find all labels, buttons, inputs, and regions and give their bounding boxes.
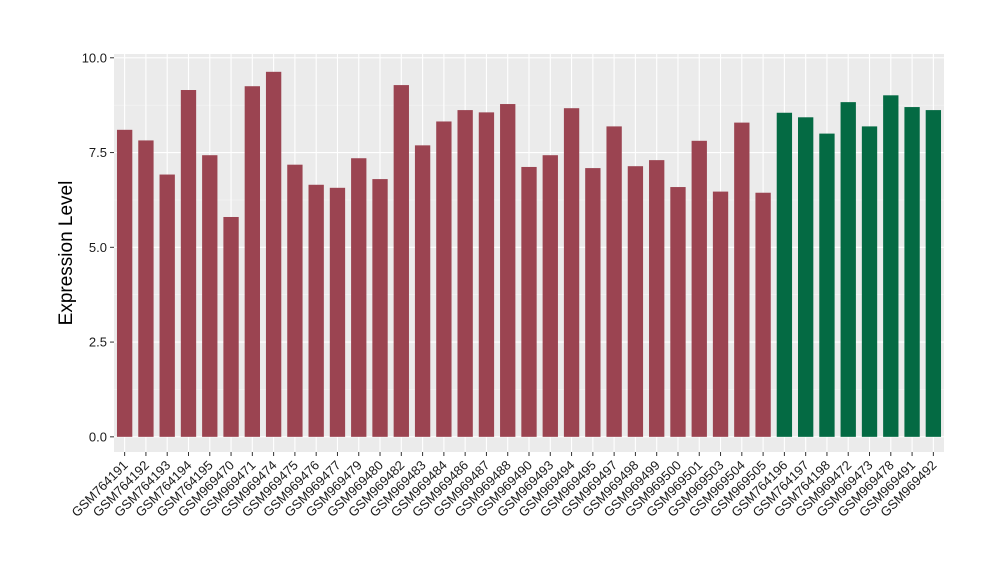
- bar-GSM764193: [159, 174, 175, 437]
- bar-GSM764198: [819, 133, 835, 437]
- bar-GSM969494: [563, 108, 580, 437]
- bar-GSM969498: [627, 166, 644, 437]
- bar-GSM969501: [691, 140, 707, 437]
- bar-GSM969474: [265, 71, 282, 437]
- y-axis: 0.0 2.5 5.0 7.5 10.0: [82, 50, 114, 444]
- bar-GSM764196: [776, 112, 793, 437]
- y-tick-label: 7.5: [89, 145, 107, 160]
- bar-GSM969476: [308, 184, 324, 437]
- x-axis: GSM764191GSM764192GSM764193GSM764194GSM7…: [69, 452, 939, 520]
- y-tick-label: 0.0: [89, 429, 107, 444]
- bar-GSM969482: [393, 85, 409, 437]
- bar-GSM764194: [180, 90, 197, 437]
- y-tick-label: 10.0: [82, 50, 107, 65]
- bar-GSM969491: [904, 107, 920, 437]
- y-tick-label: 2.5: [89, 335, 107, 350]
- bar-GSM969473: [861, 126, 878, 437]
- bars: [116, 71, 942, 437]
- bar-GSM969495: [585, 168, 601, 437]
- y-axis-title: Expression Level: [56, 181, 77, 326]
- bar-GSM764192: [138, 140, 154, 437]
- bar-GSM969480: [372, 179, 388, 437]
- bar-GSM969472: [840, 102, 856, 437]
- bar-GSM969475: [287, 164, 303, 437]
- bar-GSM969500: [670, 187, 686, 437]
- bar-GSM764197: [798, 117, 814, 437]
- bar-GSM764195: [202, 155, 218, 437]
- bar-GSM969493: [542, 155, 558, 437]
- bar-GSM969471: [244, 86, 260, 437]
- bar-GSM969492: [925, 110, 942, 437]
- bar-GSM969505: [755, 192, 771, 437]
- bar-GSM969477: [329, 187, 346, 437]
- bar-GSM764191: [116, 129, 133, 437]
- bar-GSM969504: [734, 122, 750, 437]
- bar-GSM969487: [478, 112, 495, 437]
- bar-GSM969483: [414, 145, 431, 437]
- bar-GSM969490: [521, 166, 537, 437]
- bar-GSM969499: [649, 160, 665, 437]
- bar-GSM969503: [712, 191, 729, 437]
- bar-GSM969470: [223, 216, 239, 437]
- bar-GSM969478: [883, 95, 899, 437]
- bar-GSM969479: [351, 158, 367, 437]
- bar-GSM969486: [457, 110, 473, 437]
- y-tick-label: 5.0: [89, 240, 107, 255]
- bar-GSM969497: [606, 126, 622, 437]
- bar-GSM969484: [436, 121, 452, 437]
- bar-GSM969488: [500, 104, 516, 437]
